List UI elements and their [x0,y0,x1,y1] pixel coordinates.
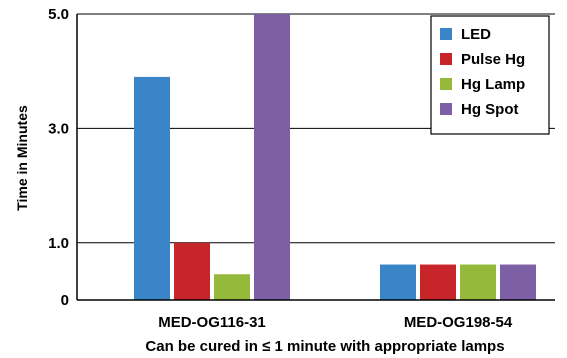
y-axis-tick-labels: 0 1.0 3.0 5.0 [48,6,69,309]
y-tick-label: 1.0 [48,235,69,252]
x-axis-category-labels: MED-OG116-31 MED-OG198-54 [158,314,513,331]
y-axis-title: Time in Minutes [14,105,30,211]
bar-hg-spot-2 [500,264,536,300]
bar-led-1 [134,76,170,300]
legend-swatch [440,53,452,65]
legend-label: LED [461,26,491,43]
y-tick-label: 5.0 [48,6,69,23]
category-label: MED-OG116-31 [158,314,266,331]
legend-label: Hg Lamp [461,76,525,93]
legend-swatch [440,78,452,90]
legend-label: Pulse Hg [461,51,525,68]
y-tick-label: 0 [61,292,69,309]
bar-led-2 [380,264,416,300]
legend: LED Pulse Hg Hg Lamp Hg Spot [430,15,550,135]
bar-pulse-hg-2 [420,264,456,300]
category-label: MED-OG198-54 [404,314,513,331]
bar-hg-lamp-1 [214,274,250,300]
bar-hg-spot-1 [254,14,290,300]
legend-swatch [440,103,452,115]
bar-hg-lamp-2 [460,264,496,300]
bars [134,14,536,300]
legend-swatch [440,28,452,40]
y-tick-label: 3.0 [48,120,69,137]
legend-label: Hg Spot [461,101,519,118]
bar-pulse-hg-1 [174,242,210,300]
x-axis-caption: Can be cured in ≤ 1 minute with appropri… [145,338,504,355]
